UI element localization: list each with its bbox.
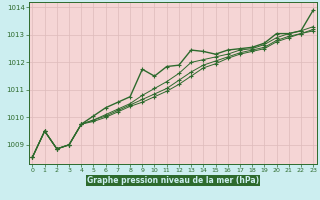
X-axis label: Graphe pression niveau de la mer (hPa): Graphe pression niveau de la mer (hPa) [87, 176, 259, 185]
